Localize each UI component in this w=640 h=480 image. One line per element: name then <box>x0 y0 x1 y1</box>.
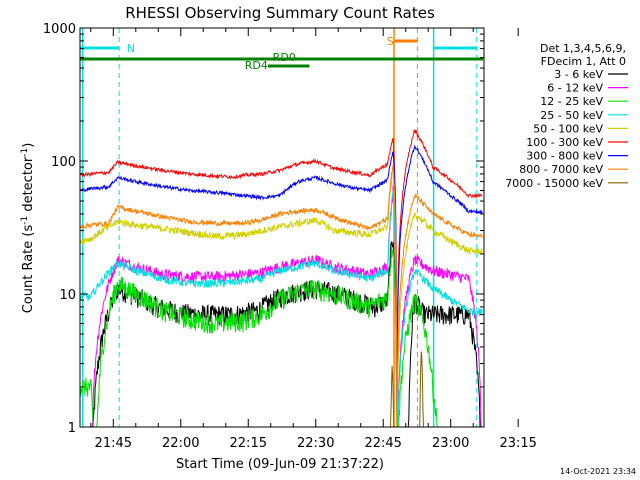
legend-label-8: 800 - 7000 keV <box>519 163 603 176</box>
x-axis-label: Start Time (09-Jun-09 21:37:22) <box>176 457 384 472</box>
series-line-9 <box>390 351 424 427</box>
x-tick-label: 22:00 <box>162 436 199 451</box>
generation-timestamp: 14-Oct-2021 23:34 <box>560 467 636 476</box>
legend-label-7: 300 - 800 keV <box>526 150 603 163</box>
rd0-label: RD0 <box>273 51 296 64</box>
legend-label-5: 50 - 100 keV <box>533 122 603 135</box>
legend: Det 1,3,4,5,6,9, FDecim 1, Att 0 3 - 6 k… <box>505 42 628 190</box>
series-line-7 <box>80 144 483 412</box>
legend-label-6: 100 - 300 keV <box>526 136 603 149</box>
legend-header-line-1: Det 1,3,4,5,6,9, <box>540 42 626 55</box>
x-tick-label: 22:30 <box>297 436 334 451</box>
chart-title: RHESSI Observing Summary Count Rates <box>125 4 435 22</box>
y-tick-label: 1000 <box>43 22 76 37</box>
x-tick-label: 23:00 <box>432 436 469 451</box>
series-line-5 <box>80 164 483 427</box>
series-line-3 <box>80 245 442 427</box>
rd4-label: RD4 <box>245 59 268 72</box>
legend-header-line-2: FDecim 1, Att 0 <box>541 55 626 68</box>
x-tick-label: 23:15 <box>499 436 536 451</box>
plot-frame <box>79 27 485 428</box>
legend-label-3: 12 - 25 keV <box>540 95 603 108</box>
x-tick-label: 22:15 <box>230 436 267 451</box>
series-line-6 <box>80 128 483 395</box>
x-tick-label: 22:45 <box>364 436 401 451</box>
axis-layer: 1 10 100 1000 21:45 22:00 22:15 22:30 22:45 23:00… <box>43 22 537 451</box>
x-tick-label: 21:45 <box>95 436 132 451</box>
series-layer <box>80 128 483 427</box>
series-line-8 <box>80 164 483 427</box>
y-axis-label: Count Rate (s-1 detector-1) <box>20 143 36 314</box>
series-line-2 <box>91 185 482 427</box>
y-tick-label: 1 <box>68 421 76 436</box>
night-label: N <box>127 42 135 55</box>
saa-label: S <box>387 35 394 48</box>
series-line-4 <box>80 190 483 427</box>
y-tick-label: 10 <box>59 288 76 303</box>
annotation-layer: N S RD0 RD4 <box>80 28 484 427</box>
legend-label-4: 25 - 50 keV <box>540 109 603 122</box>
legend-label-2: 6 - 12 keV <box>547 82 603 95</box>
legend-label-1: 3 - 6 keV <box>554 68 603 81</box>
y-tick-label: 100 <box>51 155 76 170</box>
legend-label-9: 7000 - 15000 keV <box>505 177 603 190</box>
